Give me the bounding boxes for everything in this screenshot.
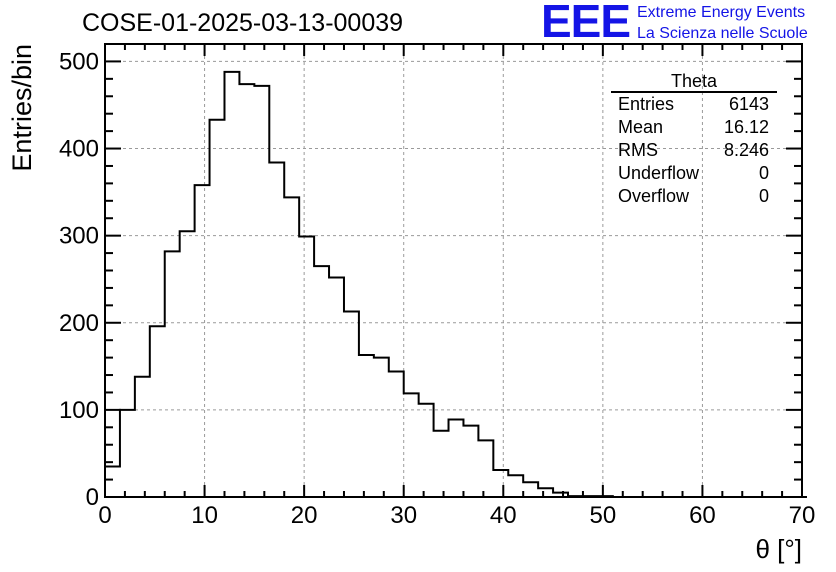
eee-logo-line2: La Scienza nelle Scuole (637, 25, 808, 42)
eee-logo-line1: Extreme Energy Events (637, 4, 806, 21)
y-tick-label: 500 (59, 48, 99, 75)
x-tick-label: 40 (490, 502, 517, 529)
y-axis-label: Entries/bin (7, 44, 37, 172)
stats-label: Mean (618, 117, 664, 137)
eee-logo: EEE (541, 0, 631, 47)
y-tick-label: 400 (59, 136, 99, 163)
stats-row-underflow: Underflow 0 (611, 162, 777, 185)
stats-value: 16.12 (723, 117, 769, 137)
stats-row-overflow: Overflow 0 (611, 185, 777, 208)
y-tick-label: 100 (59, 397, 99, 424)
x-tick-label: 0 (98, 502, 111, 529)
stats-value: 0 (758, 186, 769, 206)
stats-box: Theta Entries 6143 Mean 16.12 RMS 8.246 … (611, 72, 777, 208)
x-tick-label: 70 (789, 502, 816, 529)
y-tick-label: 0 (86, 484, 99, 511)
x-tick-label: 30 (390, 502, 417, 529)
stats-value: 8.246 (723, 140, 769, 160)
plot-title: COSE-01-2025-03-13-00039 (82, 9, 404, 37)
x-tick-label: 60 (689, 502, 716, 529)
stats-value: 0 (758, 163, 769, 183)
stats-label: Overflow (618, 186, 690, 206)
x-tick-label: 20 (291, 502, 318, 529)
x-axis-label: θ [°] (755, 534, 802, 564)
y-tick-label: 200 (59, 310, 99, 337)
stats-row-mean: Mean 16.12 (611, 116, 777, 139)
stats-value: 6143 (728, 94, 769, 114)
stats-row-rms: RMS 8.246 (611, 139, 777, 162)
stats-title: Theta (611, 72, 777, 93)
stats-label: Entries (618, 94, 675, 114)
stats-label: Underflow (618, 163, 700, 183)
y-tick-label: 300 (59, 223, 99, 250)
stats-label: RMS (618, 140, 658, 160)
x-tick-label: 10 (191, 502, 218, 529)
x-tick-label: 50 (590, 502, 617, 529)
stats-row-entries: Entries 6143 (611, 93, 777, 116)
